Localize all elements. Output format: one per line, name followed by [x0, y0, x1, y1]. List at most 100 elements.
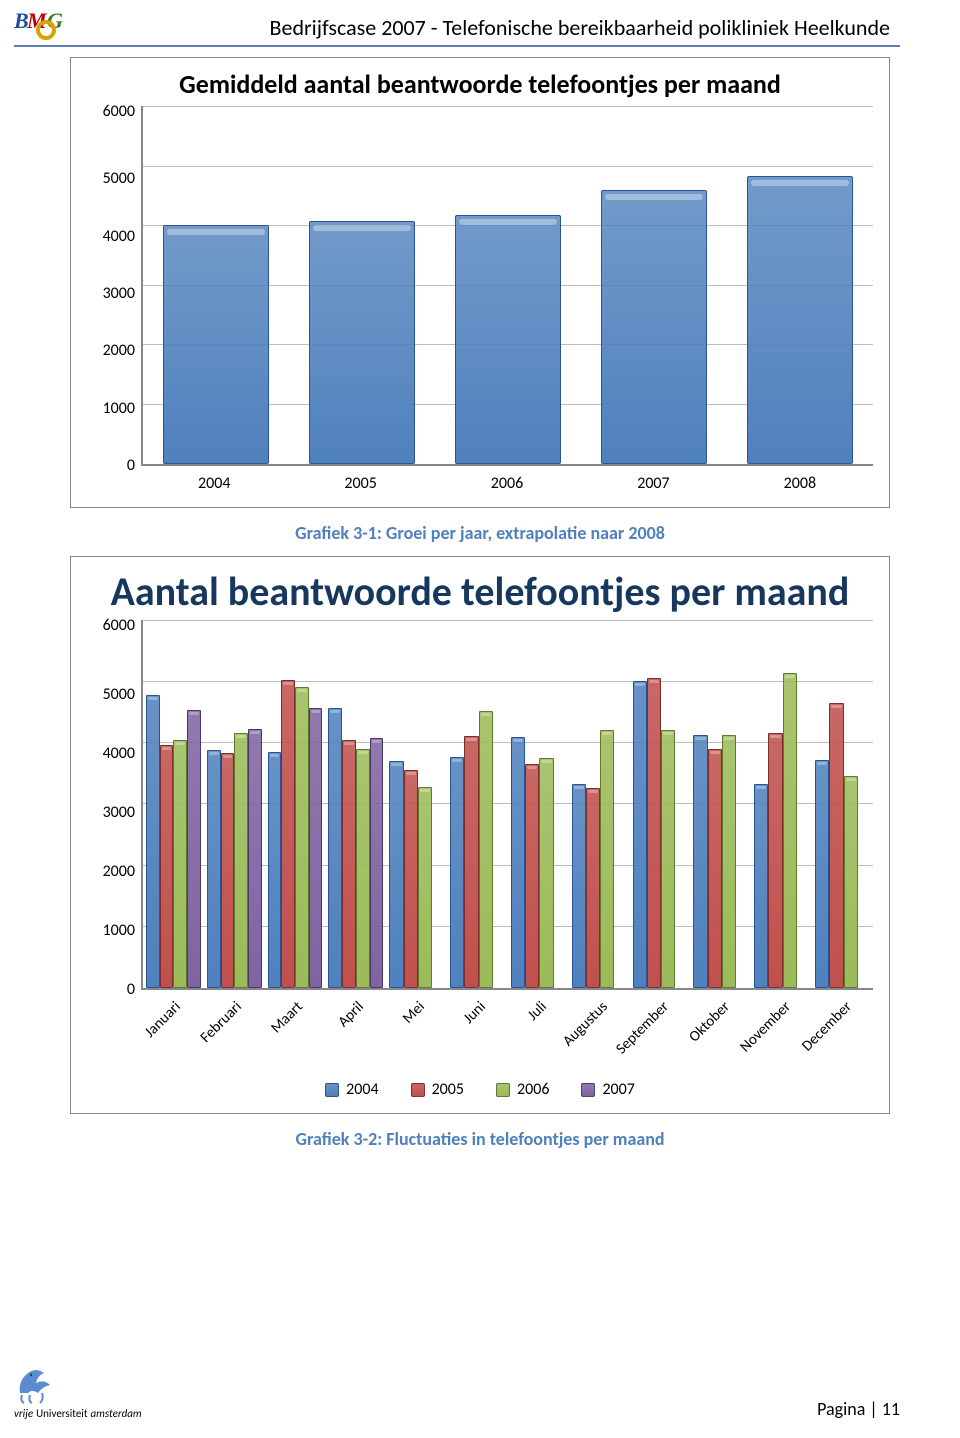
chart-2-category [690, 620, 751, 988]
chart-2-category [751, 620, 812, 988]
chart-2-ytick: 2000 [87, 864, 135, 880]
chart-1-category [727, 106, 873, 464]
chart-2-bar [633, 681, 647, 988]
chart-2-xaxis: JanuariFebruariMaartAprilMeiJuniJuliAugu… [141, 990, 873, 1060]
chart-2-bar [146, 695, 160, 988]
chart-1-bar [455, 215, 560, 464]
chart-2-category [447, 620, 508, 988]
chart-2-bar [207, 750, 221, 988]
chart-2-xtick: Juli [524, 998, 551, 1025]
chart-2-bar [281, 680, 295, 989]
chart-2-bar [586, 788, 600, 988]
chart-1-plot: 6000500040003000200010000 [87, 106, 873, 466]
chart-2-bar [187, 710, 201, 988]
chart-2-category [204, 620, 265, 988]
legend-swatch-icon [325, 1083, 339, 1097]
chart-1-xtick: 2007 [580, 474, 726, 493]
page-number: Pagina | 11 [817, 1398, 900, 1420]
chart-1-xtick: 2004 [141, 474, 287, 493]
chart-1-category [581, 106, 727, 464]
chart-1-ytick: 3000 [87, 286, 135, 302]
legend-item: 2006 [496, 1080, 549, 1099]
chart-2-bar [450, 757, 464, 988]
chart-2-bar [404, 770, 418, 988]
chart-2-xtick: Februari [196, 998, 245, 1047]
chart-2-category [143, 620, 204, 988]
chart-1-yaxis: 6000500040003000200010000 [87, 106, 141, 466]
chart-2-bar [328, 708, 342, 988]
legend-label: 2007 [602, 1080, 634, 1099]
chart-2-ytick: 6000 [87, 618, 135, 634]
chart-2-bar [464, 736, 478, 988]
chart-2-bar [661, 730, 675, 988]
chart-2-category [325, 620, 386, 988]
chart-2-bar [844, 776, 858, 988]
chart-2-category [569, 620, 630, 988]
chart-2-bar [511, 737, 525, 988]
chart-2-bar [342, 740, 356, 988]
chart-2-bar [221, 753, 235, 988]
chart-2-bar [268, 752, 282, 988]
chart-1-ytick: 0 [87, 458, 135, 474]
page-footer: vrije Universiteit amsterdam Pagina | 11 [14, 1363, 900, 1420]
chart-2-xtick: Maart [267, 998, 306, 1037]
chart-2-bar [173, 740, 187, 988]
chart-2-category [265, 620, 326, 988]
chart-2-plot: 6000500040003000200010000 [87, 620, 873, 990]
chart-1-grid [141, 106, 873, 466]
legend-swatch-icon [581, 1083, 595, 1097]
chart-2-bar [525, 764, 539, 988]
chart-1-bar [163, 225, 268, 464]
legend-label: 2006 [517, 1080, 549, 1099]
chart-2-bar [389, 761, 403, 988]
chart-2-grid [141, 620, 873, 990]
chart-2-category [386, 620, 447, 988]
chart-2-category [630, 620, 691, 988]
chart-1-title: Gemiddeld aantal beantwoorde telefoontje… [87, 68, 873, 100]
chart-1-container: Gemiddeld aantal beantwoorde telefoontje… [70, 57, 890, 508]
chart-1-ytick: 4000 [87, 229, 135, 245]
chart-1-ytick: 1000 [87, 401, 135, 417]
chart-2-bar [418, 787, 432, 988]
page-content: Gemiddeld aantal beantwoorde telefoontje… [0, 47, 960, 1150]
chart-2-xtick: Juni [460, 998, 490, 1028]
legend-item: 2005 [411, 1080, 464, 1099]
chart-2-bar [295, 687, 309, 988]
chart-2-category [508, 620, 569, 988]
chart-1-bar [309, 221, 414, 464]
chart-1-xaxis: 20042005200620072008 [141, 466, 873, 493]
chart-2-bar [356, 749, 370, 988]
chart-2-bar [815, 760, 829, 988]
chart-2-bar [248, 729, 262, 988]
chart-2-caption: Grafiek 3-2: Fluctuaties in telefoontjes… [70, 1128, 890, 1150]
chart-1-category [435, 106, 581, 464]
chart-2-bar [572, 784, 586, 988]
chart-2-yaxis: 6000500040003000200010000 [87, 620, 141, 990]
chart-2-bar [708, 749, 722, 988]
chart-2-bars [143, 620, 873, 988]
chart-1-category [289, 106, 435, 464]
chart-2-ytick: 5000 [87, 687, 135, 703]
legend-item: 2007 [581, 1080, 634, 1099]
chart-2-bar [647, 678, 661, 988]
legend-swatch-icon [411, 1083, 425, 1097]
chart-2-ytick: 3000 [87, 805, 135, 821]
chart-2-ytick: 1000 [87, 923, 135, 939]
chart-1-ytick: 2000 [87, 343, 135, 359]
chart-1-xtick: 2008 [727, 474, 873, 493]
chart-1-bar [601, 190, 706, 464]
legend-label: 2005 [432, 1080, 464, 1099]
chart-2-bar [768, 733, 782, 988]
chart-1-xtick: 2005 [287, 474, 433, 493]
chart-1-category [143, 106, 289, 464]
chart-1-caption: Grafiek 3-1: Groei per jaar, extrapolati… [70, 522, 890, 544]
chart-2-bar [309, 708, 323, 988]
chart-2-title: Aantal beantwoorde telefoontjes per maan… [87, 567, 873, 616]
footer-uni-universiteit: Universiteit [36, 1407, 87, 1420]
chart-2-bar [160, 745, 174, 988]
chart-2-ytick: 0 [87, 982, 135, 998]
footer-uni-amsterdam: amsterdam [91, 1407, 142, 1420]
chart-2-bar [722, 735, 736, 988]
chart-2-bar [829, 703, 843, 988]
chart-1-xtick: 2006 [434, 474, 580, 493]
